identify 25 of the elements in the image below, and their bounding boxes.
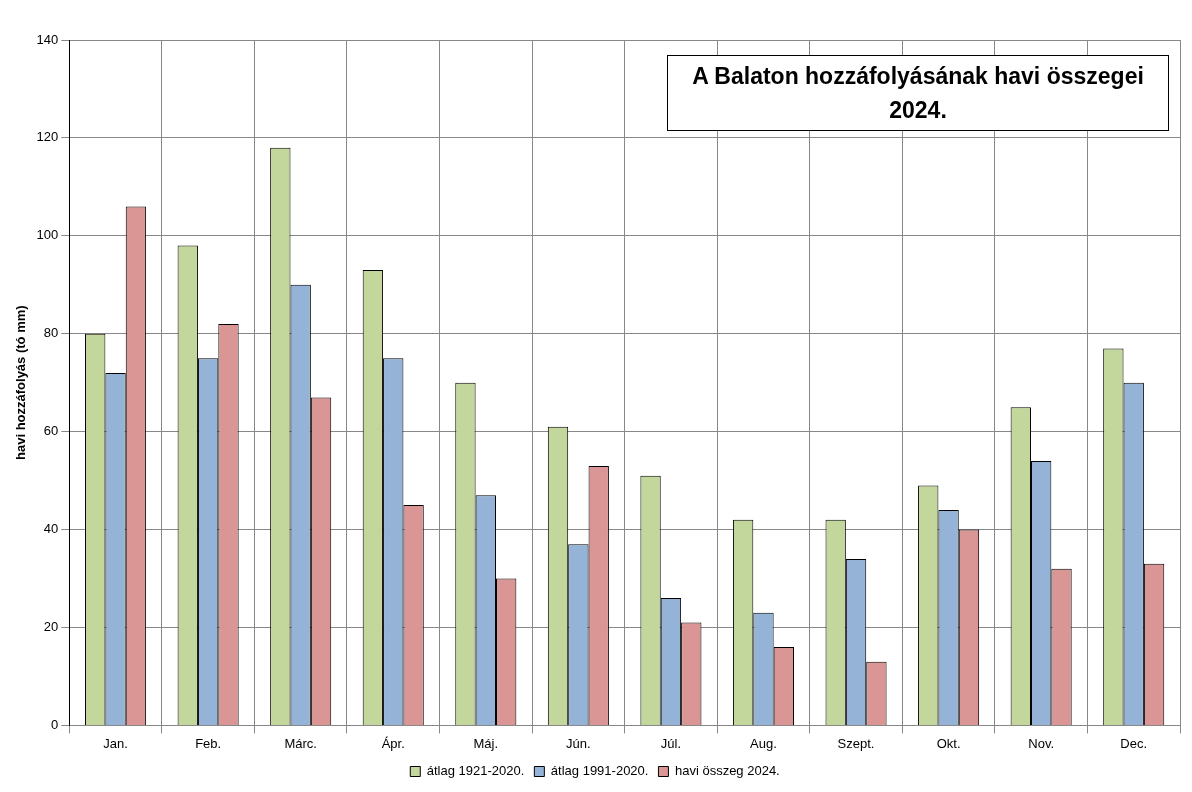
y-tick-label: 0 [51, 716, 59, 732]
y-axis-title: havi hozzáfolyás (tó mm) [13, 305, 29, 460]
x-tick-label: Szept. [837, 735, 875, 751]
x-tick-label: Ápr. [381, 735, 405, 751]
x-tick-label: Nov. [1028, 735, 1055, 751]
y-tick-label: 120 [36, 129, 59, 145]
x-tick-label: Aug. [750, 735, 777, 751]
y-tick-label: 20 [43, 619, 59, 635]
x-tick-label: Márc. [284, 735, 317, 751]
legend-label: havi összeg 2024. [674, 763, 780, 779]
text-frame: A Balaton hozzáfolyásának havi összegei 2024. [667, 55, 1169, 131]
x-tick-label: Máj. [473, 735, 499, 751]
x-tick-label: Jan. [103, 735, 128, 751]
y-tick-label: 60 [43, 423, 59, 439]
x-tick-label: Okt. [936, 735, 961, 751]
x-tick-label: Dec. [1120, 735, 1148, 751]
legend-label: átlag 1991-2020. [550, 763, 649, 779]
y-tick-label: 40 [43, 521, 59, 537]
x-tick-label: Jún. [566, 735, 591, 751]
legend-label: átlag 1921-2020. [426, 763, 525, 779]
x-tick-label: Júl. [660, 735, 682, 751]
y-tick-label: 100 [36, 227, 59, 243]
y-tick-label: 80 [43, 325, 59, 341]
y-tick-label: 140 [36, 31, 59, 47]
x-tick-label: Feb. [195, 735, 222, 751]
